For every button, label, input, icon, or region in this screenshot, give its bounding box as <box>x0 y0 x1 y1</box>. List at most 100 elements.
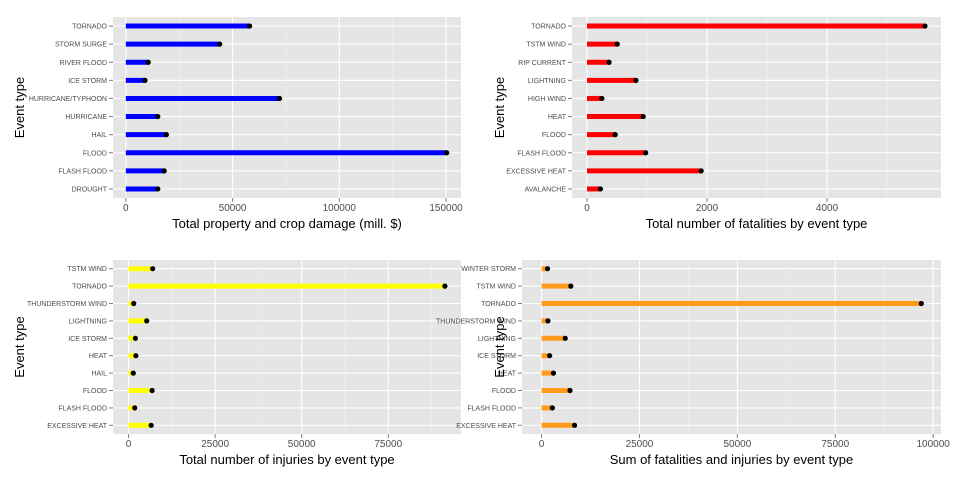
x-tick-label: 2000 <box>696 203 719 214</box>
x-tick-label: 0 <box>123 203 129 214</box>
x-tick-label: 0 <box>584 203 590 214</box>
y-axis-title: Event type <box>492 316 507 377</box>
x-tick-label: 100000 <box>916 439 950 450</box>
x-tick-label: 50000 <box>288 439 316 450</box>
data-point <box>544 266 551 272</box>
data-point <box>597 186 604 192</box>
y-tick-label: HEAT <box>548 114 567 121</box>
data-point <box>161 168 167 174</box>
data-point <box>606 59 612 65</box>
x-axis-title: Sum of fatalities and injuries by event … <box>610 452 854 467</box>
x-tick-label: 50000 <box>723 439 751 450</box>
y-tick-label: RIVER FLOOD <box>60 60 107 67</box>
y-tick-label: LIGHTNING <box>69 318 107 325</box>
data-point <box>144 318 150 324</box>
panel-background <box>522 260 941 434</box>
y-axis-title: Event type <box>492 77 507 138</box>
y-tick-label: FLASH FLOOD <box>58 405 107 412</box>
data-point <box>247 23 253 29</box>
x-tick-label: 75000 <box>821 439 849 450</box>
data-point <box>149 387 155 394</box>
y-tick-label: LIGHTNING <box>528 78 566 85</box>
y-tick-label: TSTM WIND <box>476 284 516 291</box>
x-tick-label: 25000 <box>201 439 229 450</box>
y-tick-label: HAIL <box>91 132 107 139</box>
y-tick-label: HURRICANE/TYPHOON <box>29 96 107 103</box>
y-tick-label: THUNDERSTORM WIND <box>436 318 516 325</box>
data-point <box>550 370 557 376</box>
data-point <box>131 300 137 307</box>
data-point <box>571 422 578 428</box>
data-point <box>922 23 928 29</box>
data-point <box>132 405 138 411</box>
x-tick-label: 150000 <box>429 203 463 214</box>
y-tick-label: HAIL <box>91 371 107 378</box>
y-tick-label: AVALANCHE <box>525 186 567 193</box>
panel-background <box>572 17 941 198</box>
data-point <box>444 150 450 156</box>
x-axis-title: Total property and crop damage (mill. $) <box>172 216 402 231</box>
y-tick-label: EXCESSIVE HEAT <box>456 423 517 430</box>
y-tick-label: TSTM WIND <box>67 266 107 273</box>
data-point <box>148 422 154 428</box>
x-tick-label: 100000 <box>323 203 357 214</box>
data-point <box>549 405 555 411</box>
y-tick-label: FLASH FLOOD <box>58 168 107 175</box>
x-tick-label: 75000 <box>374 439 402 450</box>
y-tick-label: FLOOD <box>492 388 516 395</box>
data-point <box>633 77 639 83</box>
y-tick-label: TORNADO <box>531 24 566 31</box>
data-point <box>562 335 568 341</box>
chart-panel-1: 0 50000 100000 150000 DROUGHT FLASH FLOOD FLOO… <box>12 17 463 231</box>
y-tick-label: STORM SURGE <box>55 42 107 49</box>
x-tick-label: 25000 <box>626 439 654 450</box>
y-tick-label: HIGH WIND <box>528 96 566 103</box>
y-tick-label: DROUGHT <box>72 186 108 193</box>
panel-background <box>113 260 461 434</box>
data-point <box>614 41 620 47</box>
data-point <box>442 283 448 289</box>
data-point <box>163 132 169 138</box>
x-tick-label: 0 <box>126 439 132 450</box>
chart-panel-3: 0 25000 50000 75000 EXCESSIVE HEAT FLASH FLOO… <box>12 260 461 467</box>
y-tick-label: FLOOD <box>83 150 107 157</box>
y-tick-label: ICE STORM <box>477 353 516 360</box>
y-tick-label: ICE STORM <box>68 336 107 343</box>
data-point <box>130 370 136 376</box>
y-tick-label: WINTER STORM <box>461 266 516 273</box>
y-tick-label: RIP CURRENT <box>518 60 566 67</box>
data-point <box>568 283 574 289</box>
x-axis-title: Total number of injuries by event type <box>179 452 394 467</box>
y-tick-label: LIGHTNING <box>478 336 516 343</box>
data-point <box>547 353 553 359</box>
data-point <box>155 113 161 120</box>
data-point <box>133 353 139 359</box>
panel-background <box>113 17 461 198</box>
y-axis-title: Event type <box>12 316 27 377</box>
y-tick-label: TORNADO <box>481 301 516 308</box>
y-tick-label: TORNADO <box>72 284 107 291</box>
y-tick-label: HURRICANE <box>65 114 107 121</box>
y-axis-title: Event type <box>12 77 27 138</box>
data-point <box>567 387 573 394</box>
x-axis-title: Total number of fatalities by event type <box>646 216 868 231</box>
data-point <box>599 95 605 102</box>
data-point <box>545 318 551 324</box>
y-tick-label: HEAT <box>89 353 108 360</box>
chart-panel-4: 0 25000 50000 75000 100000 EXCESSIVE HEAT FLAS… <box>436 260 950 467</box>
data-point <box>698 168 704 174</box>
data-point <box>217 41 223 47</box>
data-point <box>276 95 283 102</box>
y-tick-label: FLASH FLOOD <box>517 150 566 157</box>
y-tick-label: FLOOD <box>542 132 566 139</box>
data-point <box>142 77 148 83</box>
y-tick-label: EXCESSIVE HEAT <box>47 423 108 430</box>
data-point <box>155 186 161 192</box>
y-tick-label: FLASH FLOOD <box>467 405 516 412</box>
data-point <box>918 300 924 307</box>
y-tick-label: HEAT <box>498 371 517 378</box>
x-tick-label: 4000 <box>816 203 839 214</box>
y-tick-label: THUNDERSTORM WIND <box>27 301 107 308</box>
y-tick-label: TORNADO <box>72 24 107 31</box>
